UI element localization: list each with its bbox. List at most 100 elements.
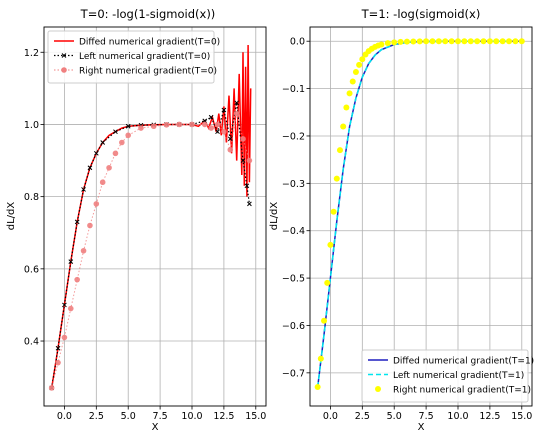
chart-left-ytick-label: 0.4 bbox=[24, 337, 39, 348]
chart-right-ytick-label: −0.2 bbox=[282, 131, 305, 142]
chart-right-series-3-point bbox=[499, 38, 506, 45]
chart-right-xtick-label: 7.5 bbox=[419, 411, 434, 422]
chart-right-legend-label: Diffed numerical gradient(T=1) bbox=[393, 357, 534, 367]
chart-right-series-3-point bbox=[378, 41, 385, 48]
chart-left-series-2-point bbox=[62, 302, 67, 308]
chart-left-xtick-label: 0.0 bbox=[57, 411, 72, 422]
chart-left-series-3-line bbox=[51, 113, 250, 389]
chart-left-series-3-point bbox=[233, 110, 240, 117]
chart-right-xtick-label: 0.0 bbox=[323, 411, 338, 422]
chart-right-series-3-point bbox=[384, 40, 391, 47]
chart-right-series-3-point bbox=[346, 90, 353, 97]
chart-left-xtick-label: 15.0 bbox=[245, 411, 266, 422]
chart-left-ytick-label: 0.8 bbox=[24, 192, 39, 203]
chart-right: T=1: -log(sigmoid(x) X dL/dX 0.0 2.5 5.0 7.… bbox=[269, 7, 534, 433]
chart-right-series-3-point bbox=[349, 78, 356, 85]
chart-left-series-3-point bbox=[67, 305, 74, 312]
chart-right-ytick-label: −0.7 bbox=[282, 368, 305, 379]
chart-right-legend-box bbox=[361, 349, 529, 403]
chart-left-series-3-point bbox=[106, 164, 112, 171]
chart-right-series-3-point bbox=[480, 38, 487, 45]
chart-left-xtick-label: 2.5 bbox=[89, 411, 104, 422]
chart-left-legend-label: Diffed numerical gradient(T=0) bbox=[79, 38, 220, 48]
chart-left-series-2-point bbox=[68, 259, 74, 264]
chart-right-series-3-point bbox=[486, 38, 493, 45]
chart-right-series-3-point bbox=[423, 38, 430, 45]
chart-right-ylabel: dL/dX bbox=[269, 202, 280, 231]
chart-left-series-2-point bbox=[100, 140, 106, 145]
chart-left-series-2-point bbox=[240, 158, 246, 163]
chart-left-series-3-point bbox=[163, 122, 170, 128]
chart-right-series-3-point bbox=[416, 38, 423, 45]
chart-right-series-3-point bbox=[403, 38, 410, 45]
chart-left-legend-handle bbox=[61, 67, 67, 73]
chart-left-xtick-label: 7.5 bbox=[153, 411, 168, 422]
chart-left-series-3-point bbox=[246, 157, 253, 164]
chart-left-series-2-point bbox=[74, 219, 80, 225]
chart-right-series-3-point bbox=[336, 147, 343, 154]
chart-left-series-3-point bbox=[74, 276, 80, 283]
chart-right-series-3-point bbox=[356, 61, 363, 68]
chart-left-series-3-point bbox=[61, 334, 68, 341]
chart-right-ytick-label: −0.4 bbox=[282, 226, 305, 237]
chart-left-series-3-point bbox=[240, 136, 246, 142]
chart-left-legend-box bbox=[47, 30, 215, 84]
chart-left-series-2-point bbox=[125, 123, 131, 129]
chart-right-series-3-point bbox=[327, 241, 334, 248]
chart-left-legend: Diffed numerical gradient(T=0) Left numer… bbox=[47, 30, 220, 84]
chart-left-series-3-point bbox=[99, 179, 106, 186]
chart-left-axes-frame bbox=[43, 26, 267, 407]
chart-left-title: T=0: -log(1-sigmoid(x)) bbox=[80, 7, 216, 21]
chart-left-series-3-point bbox=[80, 247, 87, 254]
chart-left-legend-label: Right numerical gradient(T=0) bbox=[79, 67, 217, 77]
chart-left-series-3-point bbox=[55, 359, 61, 366]
chart-right-series-3-point bbox=[317, 355, 324, 362]
chart-left-series-3-point bbox=[227, 146, 234, 153]
chart-left-legend-handle bbox=[61, 53, 67, 58]
chart-left-series-2-point bbox=[247, 201, 252, 207]
chart-right-series-3-point bbox=[493, 38, 500, 45]
chart-right-ytick-label: 0.0 bbox=[290, 37, 305, 48]
chart-right-series-3-point bbox=[330, 208, 337, 215]
chart-right-series-3-point bbox=[461, 38, 468, 45]
chart-left-series-2-point bbox=[244, 183, 250, 189]
chart-right-series-3-point bbox=[442, 38, 449, 45]
chart-right-legend-label: Left numerical gradient(T=1) bbox=[393, 371, 524, 381]
chart-right-series-3-point bbox=[410, 38, 417, 45]
chart-left-series-3-point bbox=[93, 201, 100, 207]
chart-left-ytick-label: 1.0 bbox=[24, 120, 39, 131]
chart-right-series-3-point bbox=[467, 38, 474, 45]
chart-left-series-2-point bbox=[208, 114, 214, 120]
chart-left-series-2-point bbox=[215, 129, 220, 135]
chart-left-series-3-point bbox=[112, 150, 119, 157]
chart-right-legend: Diffed numerical gradient(T=1) Left numer… bbox=[361, 349, 534, 403]
chart-left-series-3-point bbox=[176, 121, 183, 128]
chart-left-ytick-label: 0.6 bbox=[24, 264, 39, 275]
chart-left-series-1-line bbox=[50, 44, 252, 389]
chart-right-series-3-point bbox=[321, 317, 328, 324]
chart-right-series-3-point bbox=[314, 384, 321, 391]
chart-left-series-3-point bbox=[125, 132, 132, 139]
chart-right-series-3-point bbox=[429, 38, 436, 45]
chart-left-series-2-point bbox=[221, 107, 227, 113]
chart-left: T=0: -log(1-sigmoid(x)) X dL/dX 0.0 2.5 5.… bbox=[6, 7, 267, 433]
chart-right-ytick-label: −0.6 bbox=[282, 321, 305, 332]
chart-right-series-3-point bbox=[474, 38, 481, 45]
chart-left-series-3-point bbox=[87, 222, 93, 229]
chart-right-ytick-label: −0.5 bbox=[282, 274, 305, 285]
chart-left-series-2-line bbox=[51, 102, 250, 389]
chart-left-xtick-label: 10.0 bbox=[181, 411, 202, 422]
chart-left-series-2-point bbox=[227, 136, 233, 142]
chart-left-series-2-point bbox=[87, 165, 93, 171]
chart-right-series-3-point bbox=[435, 38, 442, 45]
chart-left-series-2-point bbox=[93, 150, 99, 156]
chart-right-series-3-point bbox=[340, 123, 347, 130]
chart-right-xtick-label: 12.5 bbox=[479, 411, 500, 422]
chart-right-series-3-point bbox=[333, 175, 340, 182]
chart-right-series-3-point bbox=[448, 38, 455, 45]
chart-right-xlabel: X bbox=[418, 422, 425, 433]
chart-left-series-2-point bbox=[81, 187, 86, 192]
chart-right-xtick-label: 2.5 bbox=[355, 411, 370, 422]
